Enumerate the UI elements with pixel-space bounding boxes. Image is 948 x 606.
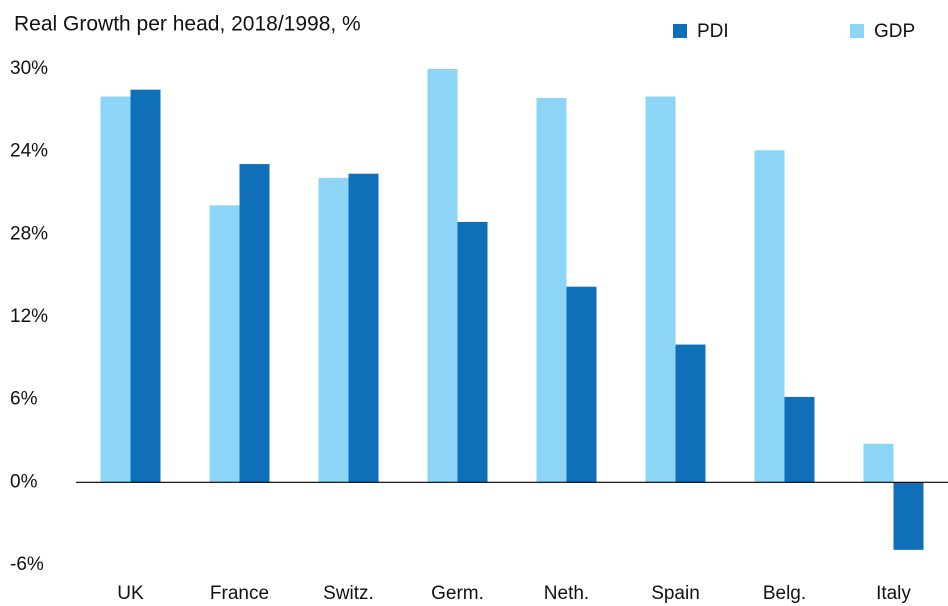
legend-label: PDI [697, 21, 729, 42]
bar [893, 482, 924, 550]
bar [566, 286, 597, 483]
y-tick-label: 30% [10, 58, 48, 79]
y-tick-label: 24% [10, 141, 48, 162]
bar [863, 443, 894, 483]
y-tick-label: 0% [10, 471, 38, 492]
bar [130, 89, 161, 483]
x-tick-label: Spain [651, 583, 700, 604]
bar [536, 97, 567, 483]
bar [784, 396, 815, 483]
x-tick-label: UK [117, 583, 144, 604]
y-tick-label: 12% [10, 306, 48, 327]
x-tick-label: France [210, 583, 269, 604]
legend-swatch [673, 24, 687, 38]
y-tick-label: 6% [10, 389, 38, 410]
bar [675, 344, 706, 483]
bar [318, 177, 349, 483]
legend-swatch [850, 24, 864, 38]
x-tick-label: Switz. [323, 583, 374, 604]
bar [100, 96, 131, 483]
x-tick-label: Italy [876, 583, 911, 604]
x-tick-label: Belg. [763, 583, 806, 604]
bar [348, 173, 379, 483]
bar [209, 205, 240, 483]
bar [457, 221, 488, 483]
y-tick-label: 28% [10, 223, 48, 244]
bar [754, 150, 785, 483]
chart-title: Real Growth per head, 2018/1998, % [14, 13, 361, 36]
x-tick-label: Germ. [431, 583, 484, 604]
bar [645, 96, 676, 483]
x-tick-label: Neth. [544, 583, 589, 604]
y-tick-label: -6% [10, 554, 44, 575]
legend-label: GDP [874, 21, 915, 42]
bar [239, 164, 270, 483]
bar [427, 69, 458, 483]
